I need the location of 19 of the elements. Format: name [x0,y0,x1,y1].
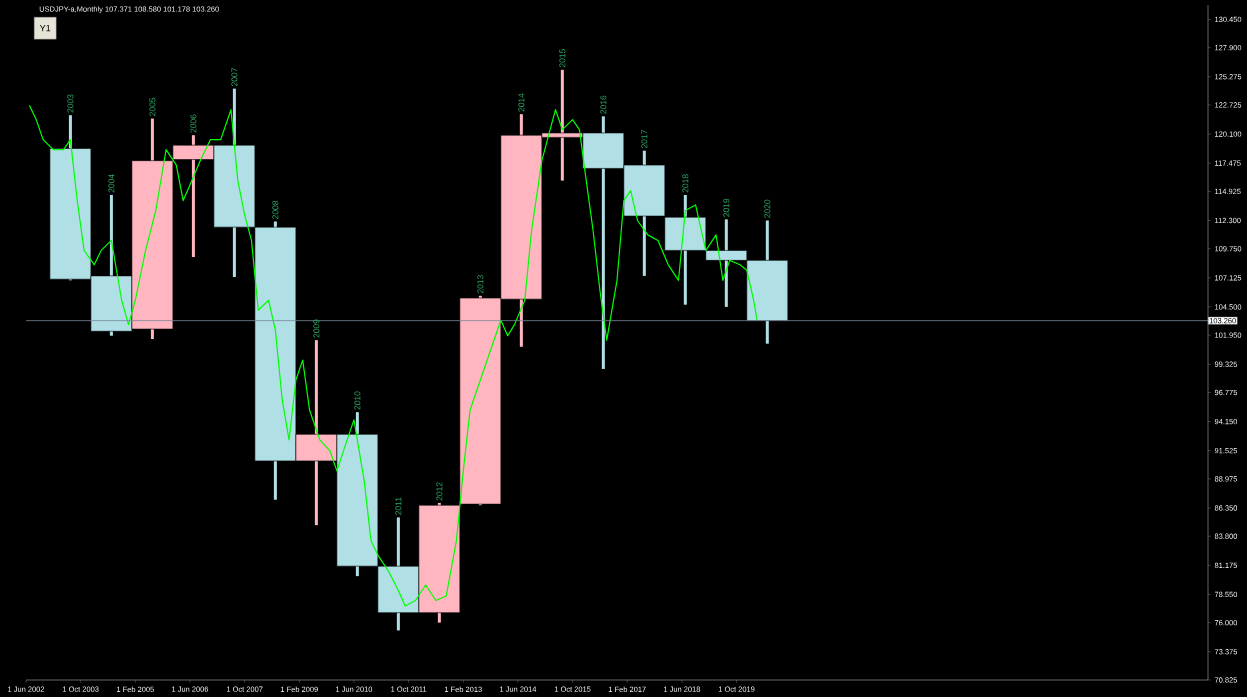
annotation: 2003 [67,94,74,113]
annotation: 2014 [518,93,525,112]
annotation: Y1 [39,25,51,32]
annotation: 2011 [395,497,402,515]
annotation: 2016 [600,95,607,114]
annotation: 2019 [723,198,730,217]
annotation: 2012 [436,482,443,501]
annotation: 2006 [190,114,197,133]
annotation: 2018 [682,174,689,193]
annotation: 2004 [108,174,115,193]
annotation: 2013 [477,275,484,294]
annotation: 2009 [313,319,320,338]
annotation: 2020 [764,199,771,218]
annotation: 2010 [354,391,361,410]
annotation: 2005 [149,97,156,116]
annotation: 2015 [559,49,566,68]
annotation: 2017 [641,130,648,149]
annotation: 2007 [231,68,238,87]
annotation: 2008 [272,200,279,219]
